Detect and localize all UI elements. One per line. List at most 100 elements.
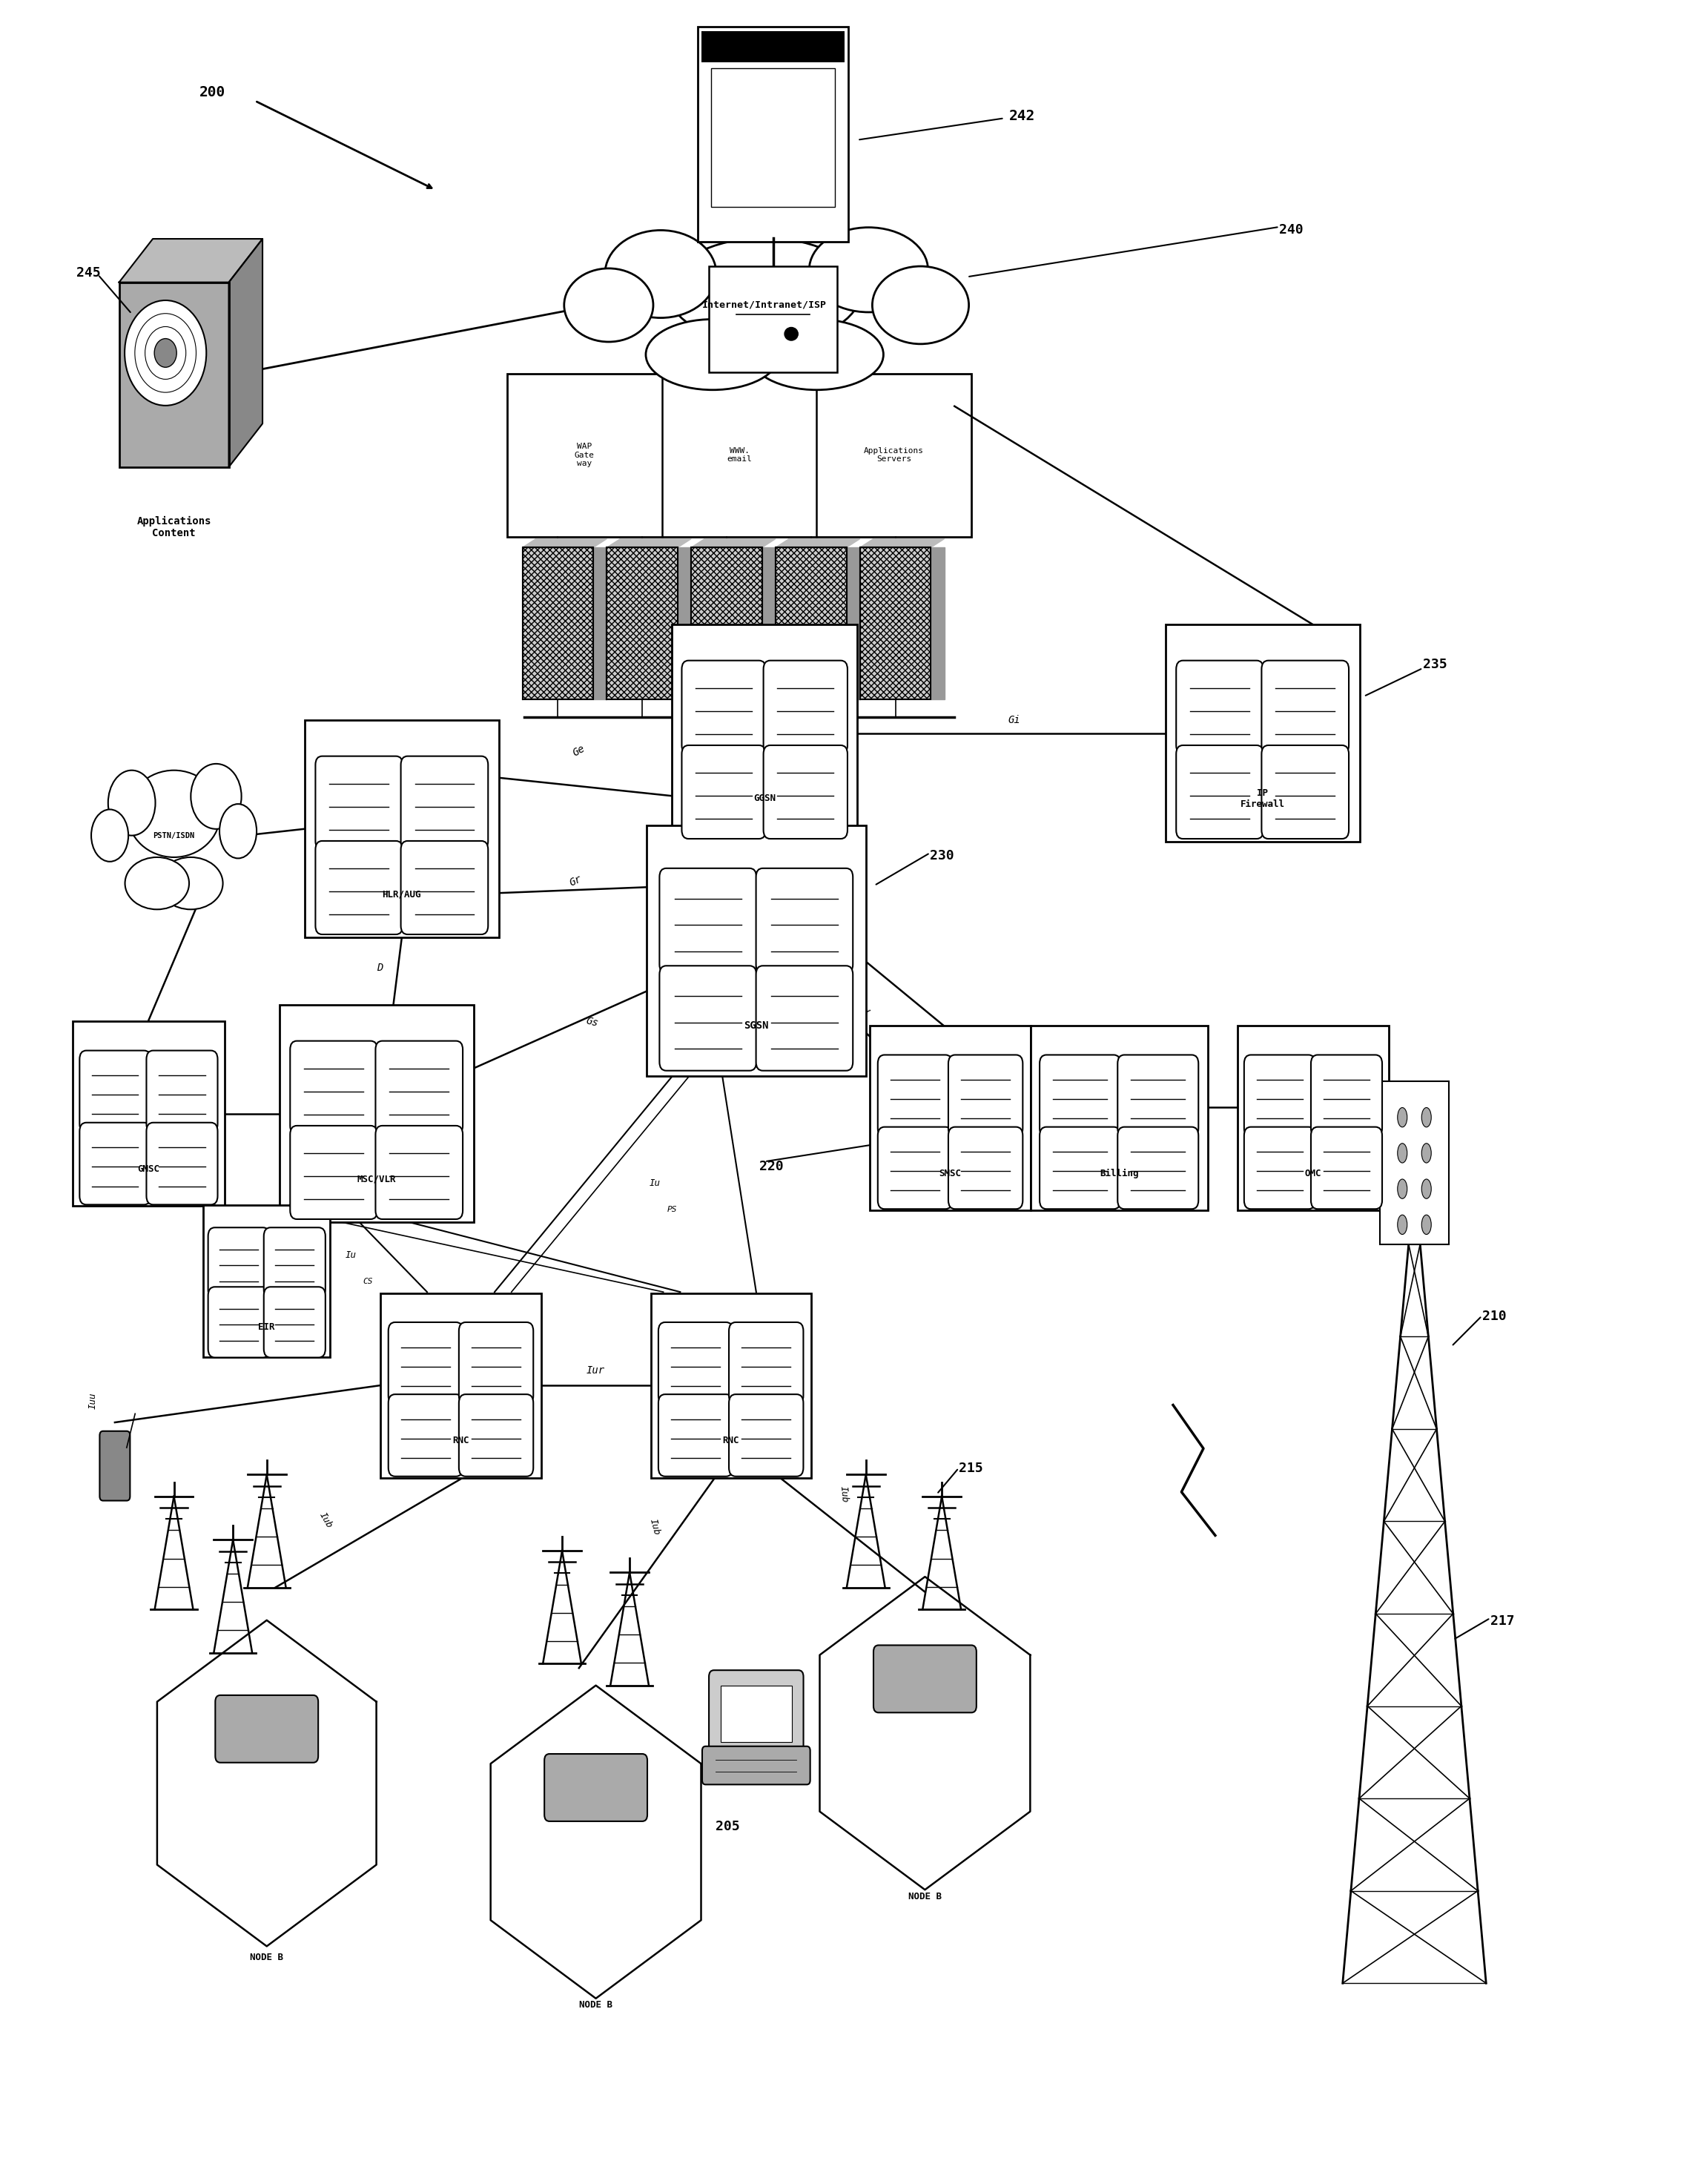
Text: 200: 200 bbox=[199, 85, 226, 100]
FancyBboxPatch shape bbox=[659, 1393, 734, 1476]
Text: WWW.
email: WWW. email bbox=[727, 448, 752, 463]
Bar bbox=[523, 548, 593, 699]
Ellipse shape bbox=[784, 328, 798, 341]
Bar bbox=[776, 548, 847, 699]
Ellipse shape bbox=[1421, 1107, 1431, 1127]
Text: Iuu: Iuu bbox=[88, 1393, 98, 1409]
FancyBboxPatch shape bbox=[728, 1321, 803, 1404]
FancyBboxPatch shape bbox=[659, 869, 756, 974]
Text: 240: 240 bbox=[1279, 223, 1304, 236]
FancyBboxPatch shape bbox=[878, 1127, 953, 1210]
FancyBboxPatch shape bbox=[710, 266, 837, 373]
FancyBboxPatch shape bbox=[1177, 660, 1263, 753]
Text: NODE B: NODE B bbox=[250, 1952, 284, 1961]
FancyBboxPatch shape bbox=[728, 1393, 803, 1476]
FancyBboxPatch shape bbox=[263, 1227, 326, 1297]
Polygon shape bbox=[931, 548, 944, 699]
FancyBboxPatch shape bbox=[263, 1286, 326, 1358]
FancyBboxPatch shape bbox=[290, 1042, 377, 1133]
Text: Gi: Gi bbox=[1009, 714, 1020, 725]
Text: RNC: RNC bbox=[723, 1437, 739, 1446]
Text: Applications
Servers: Applications Servers bbox=[864, 448, 924, 463]
Ellipse shape bbox=[190, 764, 241, 830]
Text: Gd: Gd bbox=[854, 1000, 871, 1018]
Text: 245: 245 bbox=[76, 266, 100, 280]
FancyBboxPatch shape bbox=[304, 721, 499, 937]
Ellipse shape bbox=[155, 339, 177, 367]
Ellipse shape bbox=[109, 771, 155, 836]
FancyBboxPatch shape bbox=[389, 1393, 464, 1476]
Bar bbox=[859, 548, 931, 699]
Text: 230: 230 bbox=[931, 850, 954, 863]
FancyBboxPatch shape bbox=[209, 1227, 270, 1297]
Text: MSC/VLR: MSC/VLR bbox=[357, 1175, 396, 1184]
Text: Gn: Gn bbox=[735, 830, 747, 841]
Polygon shape bbox=[776, 539, 859, 548]
FancyBboxPatch shape bbox=[545, 1754, 647, 1821]
Ellipse shape bbox=[1397, 1107, 1408, 1127]
Bar bbox=[508, 373, 971, 537]
Text: Gr: Gr bbox=[567, 874, 584, 889]
Bar bbox=[119, 282, 229, 467]
Text: Ethernet: Ethernet bbox=[717, 734, 761, 745]
FancyBboxPatch shape bbox=[647, 826, 866, 1077]
FancyBboxPatch shape bbox=[316, 841, 402, 935]
Text: Internet/Intranet/ISP: Internet/Intranet/ISP bbox=[703, 301, 827, 310]
FancyBboxPatch shape bbox=[1311, 1055, 1382, 1138]
FancyBboxPatch shape bbox=[389, 1321, 464, 1404]
Polygon shape bbox=[847, 548, 859, 699]
Text: Iub: Iub bbox=[318, 1511, 335, 1529]
FancyBboxPatch shape bbox=[698, 26, 849, 242]
Ellipse shape bbox=[645, 319, 779, 391]
FancyBboxPatch shape bbox=[683, 660, 766, 753]
Text: 219: 219 bbox=[1403, 1158, 1426, 1171]
Text: 205: 205 bbox=[715, 1819, 740, 1832]
Text: NODE B: NODE B bbox=[908, 1891, 942, 1900]
Bar bbox=[691, 548, 762, 699]
Text: SMSC: SMSC bbox=[939, 1168, 961, 1179]
Text: HLR/AUG: HLR/AUG bbox=[382, 889, 421, 900]
Text: 210: 210 bbox=[1482, 1310, 1506, 1324]
Text: Iu: Iu bbox=[346, 1249, 357, 1260]
Text: PSTN/ISDN: PSTN/ISDN bbox=[153, 832, 195, 839]
Polygon shape bbox=[762, 548, 776, 699]
FancyBboxPatch shape bbox=[756, 869, 852, 974]
Ellipse shape bbox=[126, 858, 188, 909]
Ellipse shape bbox=[124, 301, 207, 406]
Ellipse shape bbox=[127, 771, 221, 858]
FancyBboxPatch shape bbox=[1245, 1055, 1316, 1138]
FancyBboxPatch shape bbox=[659, 1321, 734, 1404]
FancyBboxPatch shape bbox=[764, 660, 847, 753]
Polygon shape bbox=[593, 548, 606, 699]
Ellipse shape bbox=[667, 238, 861, 343]
FancyBboxPatch shape bbox=[1238, 1026, 1389, 1210]
Text: Iur: Iur bbox=[586, 1365, 604, 1376]
Text: GMSC: GMSC bbox=[138, 1164, 160, 1175]
FancyBboxPatch shape bbox=[316, 756, 402, 850]
Ellipse shape bbox=[1421, 1144, 1431, 1162]
FancyBboxPatch shape bbox=[672, 625, 857, 843]
Polygon shape bbox=[606, 539, 691, 548]
FancyBboxPatch shape bbox=[1039, 1127, 1121, 1210]
Text: NODE B: NODE B bbox=[579, 2001, 613, 2009]
Text: EIR: EIR bbox=[258, 1321, 275, 1332]
FancyBboxPatch shape bbox=[1117, 1055, 1199, 1138]
FancyBboxPatch shape bbox=[280, 1005, 474, 1223]
FancyBboxPatch shape bbox=[458, 1321, 533, 1404]
FancyBboxPatch shape bbox=[380, 1293, 542, 1479]
FancyBboxPatch shape bbox=[659, 965, 756, 1070]
Ellipse shape bbox=[219, 804, 256, 858]
Text: WAP
Gate
way: WAP Gate way bbox=[574, 443, 594, 467]
FancyBboxPatch shape bbox=[947, 1127, 1022, 1210]
Ellipse shape bbox=[92, 810, 129, 860]
Bar bbox=[1380, 1081, 1448, 1245]
FancyBboxPatch shape bbox=[401, 841, 487, 935]
Text: SGSN: SGSN bbox=[744, 1020, 769, 1031]
FancyBboxPatch shape bbox=[204, 1206, 329, 1356]
Bar bbox=[606, 548, 678, 699]
FancyBboxPatch shape bbox=[1165, 625, 1360, 843]
Polygon shape bbox=[691, 539, 776, 548]
FancyBboxPatch shape bbox=[100, 1431, 131, 1500]
Ellipse shape bbox=[604, 229, 717, 319]
Text: Iub: Iub bbox=[839, 1485, 849, 1503]
